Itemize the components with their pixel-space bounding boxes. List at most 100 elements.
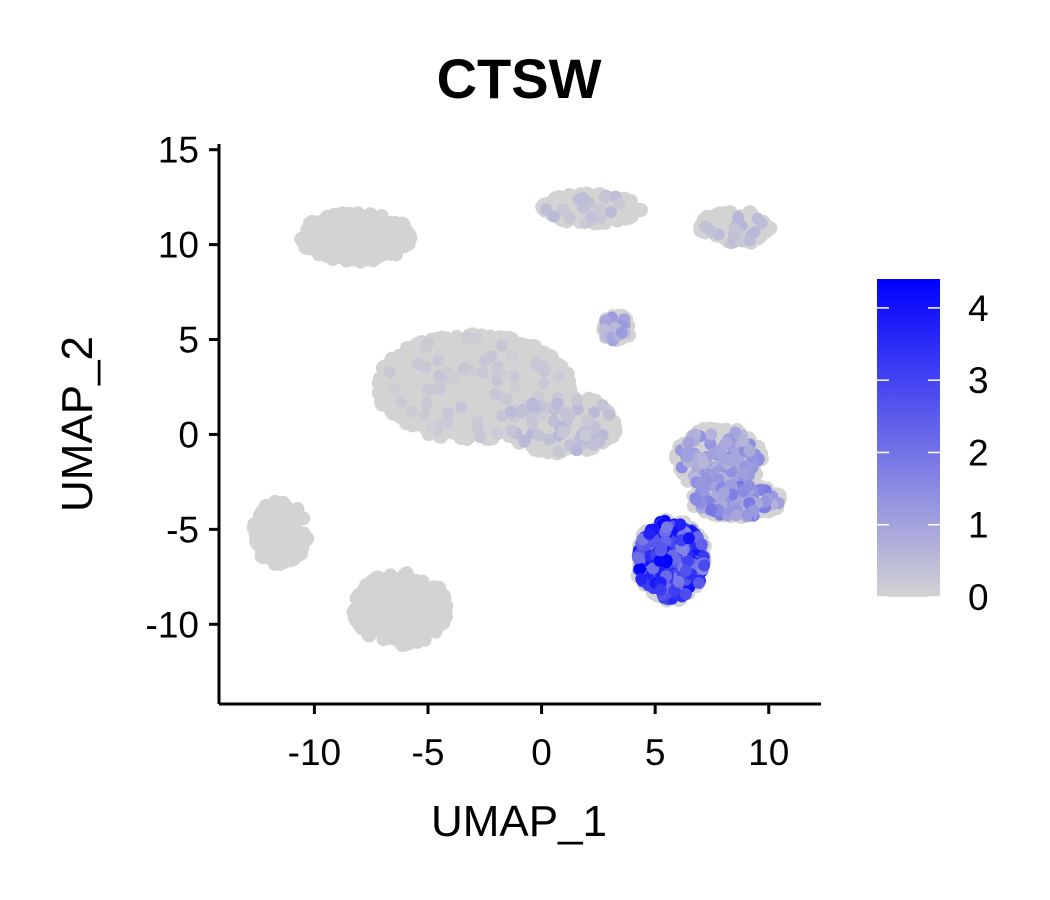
- cell-point-expressing: [455, 401, 468, 414]
- cell-point: [394, 623, 409, 637]
- colorbar-tick-label: 1: [968, 505, 989, 546]
- cell-point-expressing: [707, 447, 720, 460]
- cell-point-expressing: [593, 436, 606, 448]
- cell-point-expressing: [442, 416, 455, 429]
- cell-point-expressing: [383, 366, 396, 379]
- cell-point-expressing: [694, 477, 707, 489]
- cell-point: [378, 629, 392, 644]
- cell-point: [374, 395, 389, 410]
- cell-point-expressing: [474, 431, 487, 444]
- cell-point: [392, 408, 407, 423]
- cell-point: [365, 574, 380, 589]
- cell-point-expressing: [738, 466, 751, 479]
- cell-point-expressing: [504, 405, 517, 418]
- cell-point: [375, 572, 390, 587]
- cell-point-expressing: [532, 429, 545, 442]
- cell-point-expressing: [547, 210, 560, 223]
- cell-point-expressing: [586, 210, 599, 223]
- cell-point: [328, 228, 343, 243]
- cell-point-expressing: [736, 434, 749, 447]
- x-tick-label: 10: [748, 732, 789, 773]
- cell-point-expressing: [725, 453, 738, 466]
- colorbar-tick-label: 2: [968, 432, 989, 473]
- cell-point-expressing: [632, 551, 644, 564]
- cell-point-expressing: [388, 382, 401, 395]
- cell-point: [341, 228, 356, 243]
- cell-point-expressing: [571, 403, 584, 416]
- cell-point-expressing: [604, 205, 617, 218]
- cell-point: [459, 382, 474, 397]
- cell-point-expressing: [509, 380, 522, 393]
- cell-point-expressing: [697, 456, 710, 469]
- cell-point-expressing: [679, 588, 692, 601]
- cell-point: [281, 535, 296, 550]
- x-tick-label: -5: [412, 732, 445, 773]
- cell-point-expressing: [743, 444, 756, 457]
- cell-point-expressing: [661, 521, 673, 534]
- cell-point-expressing: [458, 361, 471, 374]
- cell-point-expressing: [551, 397, 564, 410]
- cell-point-expressing: [519, 434, 532, 447]
- cell-point-expressing: [613, 197, 626, 210]
- cell-point-expressing: [716, 451, 729, 464]
- cell-point-expressing: [441, 407, 454, 420]
- cell-point-expressing: [433, 369, 446, 382]
- cell-point: [287, 505, 302, 520]
- cell-point-expressing: [557, 203, 570, 216]
- cell-point-expressing: [692, 577, 705, 589]
- y-tick-label: 10: [158, 225, 199, 266]
- cell-point-expressing: [543, 433, 555, 446]
- cell-point-expressing: [748, 226, 761, 239]
- colorbar-tick-label: 3: [968, 360, 989, 401]
- cell-point: [386, 573, 401, 588]
- cell-point-expressing: [540, 203, 553, 216]
- x-axis-ticks: -10 -5 0 5 10: [288, 704, 789, 773]
- cell-point-expressing: [461, 331, 474, 344]
- cell-point-expressing: [705, 225, 717, 238]
- y-tick-label: -10: [146, 604, 199, 645]
- cell-point-expressing: [741, 508, 754, 521]
- cell-point: [261, 520, 276, 535]
- x-axis-title: UMAP_1: [431, 797, 607, 846]
- cell-point-expressing: [681, 450, 694, 463]
- cell-point-expressing: [654, 583, 667, 596]
- cell-point-expressing: [643, 527, 656, 540]
- cell-point: [317, 225, 331, 240]
- cell-points-background: [246, 186, 787, 653]
- cell-point: [554, 359, 569, 374]
- cell-point-expressing: [485, 350, 498, 363]
- cell-point: [352, 245, 367, 259]
- cell-point: [416, 607, 431, 622]
- cell-point: [358, 218, 373, 233]
- cell-point: [266, 543, 281, 558]
- cell-point-expressing: [476, 366, 489, 379]
- colorbar-legend: 0 1 2 3 4: [877, 279, 989, 618]
- cell-point-expressing: [674, 518, 687, 531]
- cell-point-expressing: [705, 503, 717, 516]
- cell-point: [336, 213, 351, 228]
- cell-point-expressing: [598, 191, 611, 203]
- cell-point-expressing: [728, 222, 741, 235]
- cell-point: [373, 380, 388, 395]
- cell-point: [437, 590, 452, 605]
- cell-point-expressing: [489, 388, 502, 401]
- colorbar: [877, 279, 940, 597]
- y-tick-label: 0: [178, 414, 199, 455]
- cell-point: [439, 331, 454, 346]
- cell-point: [287, 524, 302, 538]
- cell-point-expressing: [681, 555, 694, 568]
- cell-point: [454, 417, 469, 432]
- cell-point-expressing: [419, 341, 432, 354]
- cell-point-expressing: [563, 212, 576, 225]
- cell-point: [349, 591, 364, 606]
- cell-point-expressing: [500, 393, 513, 406]
- chart-title: CTSW: [437, 47, 602, 110]
- cell-point-expressing: [689, 493, 702, 506]
- cell-point-expressing: [635, 573, 648, 585]
- cell-point-expressing: [470, 331, 483, 344]
- cell-point-expressing: [698, 559, 711, 572]
- cell-point-expressing: [653, 554, 666, 567]
- cell-point-expressing: [730, 509, 743, 522]
- colorbar-ticks: 0 1 2 3 4: [877, 288, 989, 618]
- cell-point-expressing: [533, 360, 546, 373]
